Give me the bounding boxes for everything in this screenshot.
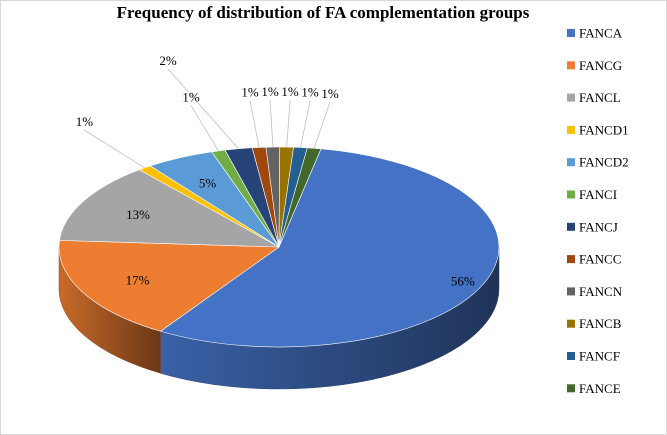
legend-swatch-fancl [567,93,575,102]
legend-label-fancf: FANCF [579,349,620,364]
legend-swatch-fanci [567,190,575,199]
data-label-fancd2: 5% [199,176,217,191]
legend-swatch-fancb [567,319,575,328]
chart-title: Frequency of distribution of FA compleme… [117,3,530,22]
legend-label-fancc: FANCC [579,252,621,267]
label-leaders [84,68,331,169]
legend-swatch-fancd1 [567,125,575,134]
leader-line-fancc [249,100,260,148]
data-label-fancc: 1% [241,85,259,100]
legend-label-fance: FANCE [579,381,621,396]
data-label-fancd1: 1% [76,114,94,129]
legend-label-fancj: FANCJ [579,219,618,234]
leader-line-fancj [167,68,239,149]
legend-label-fancg: FANCG [579,58,622,73]
leader-line-fancn [269,100,274,148]
pie-top [58,146,500,348]
data-label-fancg: 17% [126,273,150,288]
data-label-fancn: 1% [261,84,279,99]
pie-slice-fancg [58,240,280,332]
legend-swatch-fancf [567,352,575,360]
data-label-fance: 1% [321,86,339,101]
legend-swatch-fancc [567,255,575,264]
data-label-fanca: 56% [451,273,475,288]
legend-label-fancd2: FANCD2 [579,155,629,170]
data-label-fancf: 1% [301,85,319,100]
legend-swatch-fancj [567,222,575,231]
legend: FANCA FANCG FANCL FANCD1 FANCD2 FANCI FANCJ FAN… [567,26,629,396]
pie-slice-fancl [59,169,280,248]
legend-swatch-fancd2 [567,158,575,167]
legend-label-fanci: FANCI [579,187,617,202]
data-label-fancb: 1% [281,84,299,99]
legend-label-fancn: FANCN [579,284,623,299]
leader-line-fancb [286,100,291,148]
data-label-fanci: 1% [182,90,200,105]
legend-label-fanca: FANCA [579,26,623,41]
legend-label-fancb: FANCB [579,316,622,331]
leader-line-fanci [190,105,219,152]
data-label-fancl: 13% [126,207,150,222]
legend-label-fancl: FANCL [579,90,621,105]
leader-line-fancd1 [84,129,146,169]
pie-slice-fanca [159,148,500,348]
legend-swatch-fancn [567,287,575,296]
data-labels: 56%17%13%1%5%1%2%1% 1% 1% 1% 1% [76,53,475,288]
legend-swatch-fance [567,384,575,393]
legend-swatch-fanca [567,29,575,37]
data-label-fancj: 2% [159,53,177,68]
legend-swatch-fancg [567,61,575,70]
legend-label-fancd1: FANCD1 [579,122,629,137]
leader-line-fancf [300,100,311,148]
leader-line-fance [313,101,331,149]
